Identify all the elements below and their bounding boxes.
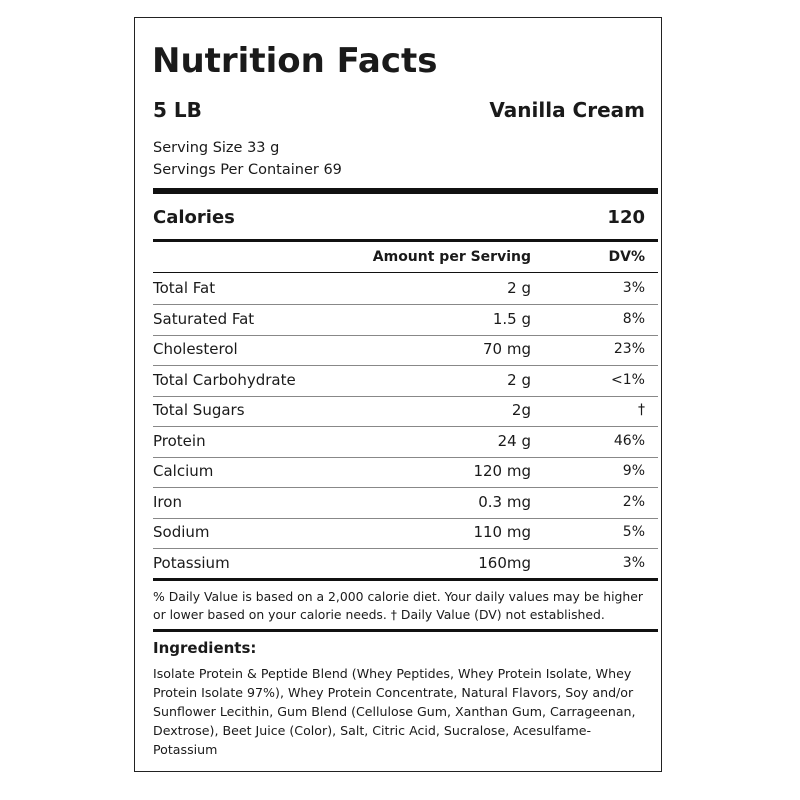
ingredients-heading: Ingredients: xyxy=(153,639,257,657)
nutrient-dv: 2% xyxy=(622,493,645,510)
medium-rule xyxy=(153,578,658,581)
row-divider xyxy=(153,365,658,366)
nutrient-dv: 9% xyxy=(622,463,645,479)
row-divider xyxy=(153,426,658,427)
calories-label: Calories xyxy=(153,207,235,228)
nutrient-name: Total Carbohydrate xyxy=(153,370,296,389)
row-divider xyxy=(153,456,658,458)
servings-per-container: Servings Per Container 69 xyxy=(153,162,342,178)
column-header: Amount per Serving xyxy=(372,249,531,265)
nutrient-name: Sodium xyxy=(153,523,210,541)
nutrient-amount: 24 g xyxy=(497,431,531,450)
row-divider xyxy=(153,487,658,488)
rule xyxy=(153,272,658,273)
nutrient-amount: 2 g xyxy=(507,370,531,389)
nutrient-name: Iron xyxy=(153,492,182,511)
row-divider xyxy=(153,304,658,305)
medium-rule xyxy=(153,239,658,242)
nutrient-dv: 5% xyxy=(622,524,645,540)
row-divider xyxy=(153,548,658,549)
calories-value: 120 xyxy=(607,207,645,228)
nutrient-dv: 3% xyxy=(622,280,645,296)
nutrient-dv: 3% xyxy=(622,554,645,571)
footnote: % Daily Value is based on a 2,000 calori… xyxy=(153,589,643,622)
nutrient-amount: 120 mg xyxy=(473,462,531,480)
serving-size: Serving Size 33 g xyxy=(153,140,280,156)
size: 5 LB xyxy=(153,98,202,122)
nutrient-name: Calcium xyxy=(153,462,214,480)
nutrient-amount: 160mg xyxy=(478,553,531,572)
nutrient-name: Total Fat xyxy=(153,279,216,297)
nutrient-amount: 70 mg xyxy=(483,340,531,358)
nutrient-dv: 23% xyxy=(613,341,645,357)
nutrient-name: Protein xyxy=(153,431,206,450)
nutrient-dv: <1% xyxy=(611,371,645,388)
label-border xyxy=(134,17,662,772)
row-divider xyxy=(153,395,658,397)
nutrient-name: Total Sugars xyxy=(153,401,245,419)
nutrient-amount: 2g xyxy=(511,401,531,419)
nutrient-name: Potassium xyxy=(153,553,230,572)
nutrient-amount: 2 g xyxy=(507,279,531,297)
nutrient-dv: 46% xyxy=(613,432,645,449)
thick-rule xyxy=(153,188,658,194)
ingredients-text: Isolate Protein & Peptide Blend (Whey Pe… xyxy=(153,666,636,757)
row-divider xyxy=(153,517,658,519)
nutrient-name: Saturated Fat xyxy=(153,309,255,328)
column-header: DV% xyxy=(608,249,645,265)
nutrient-amount: 0.3 mg xyxy=(478,492,531,511)
title: Nutrition Facts xyxy=(152,41,438,81)
nutrient-dv: † xyxy=(638,402,645,418)
nutrient-amount: 110 mg xyxy=(473,523,531,541)
medium-rule xyxy=(153,629,658,632)
nutrient-name: Cholesterol xyxy=(153,340,238,358)
nutrient-dv: 8% xyxy=(622,310,645,327)
row-divider xyxy=(153,334,658,336)
flavor: Vanilla Cream xyxy=(489,98,645,122)
nutrient-amount: 1.5 g xyxy=(492,309,531,328)
